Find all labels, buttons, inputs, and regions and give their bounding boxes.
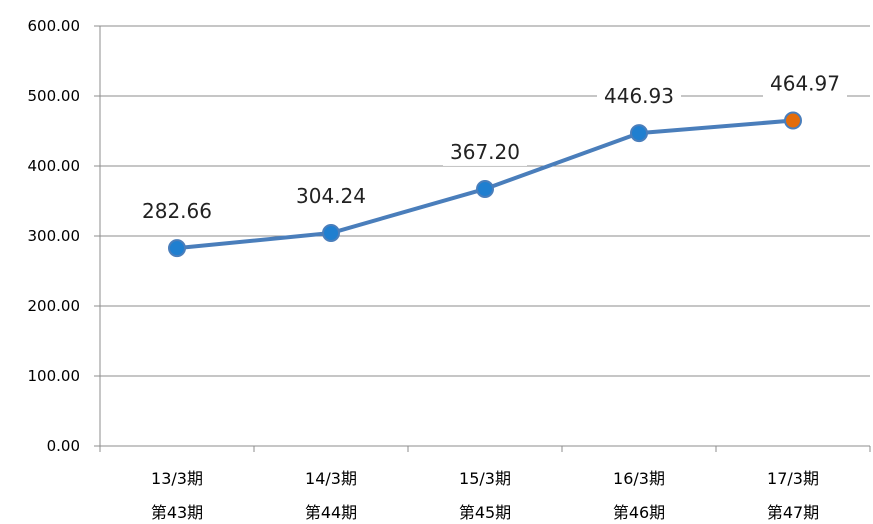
data-labels: 282.66 304.24 367.20 446.93 464.97 (135, 71, 847, 226)
x-tick-label: 第45期 (459, 503, 511, 522)
x-tick-label: 第47期 (767, 503, 819, 522)
data-label: 464.97 (770, 72, 840, 96)
data-label-background (763, 71, 847, 98)
gridlines (100, 25, 870, 377)
data-label: 446.93 (604, 84, 674, 108)
x-tick-label: 第43期 (151, 503, 203, 522)
x-tick-label: 第46期 (613, 503, 665, 522)
y-tick-label: 600.00 (28, 17, 81, 35)
series-line (168, 111, 802, 258)
x-tick-label: 16/3期 (613, 469, 665, 488)
data-label-background (443, 139, 527, 166)
data-point (322, 224, 340, 243)
data-label: 304.24 (296, 184, 366, 208)
axes (94, 25, 871, 452)
y-tick-label: 0.00 (47, 437, 80, 455)
y-axis-tick-labels: 0.00 100.00 200.00 300.00 400.00 500.00 600.00 (28, 17, 81, 455)
data-label-background (135, 199, 219, 226)
y-tick-label: 200.00 (28, 297, 81, 315)
y-tick-label: 100.00 (28, 367, 81, 385)
y-tick-label: 500.00 (28, 87, 81, 105)
x-tick-label: 14/3期 (305, 469, 357, 488)
data-label-background (597, 84, 681, 111)
x-tick-label: 13/3期 (151, 469, 203, 488)
y-tick-label: 300.00 (28, 227, 81, 245)
data-label: 282.66 (142, 199, 212, 223)
data-point (476, 179, 494, 198)
data-label: 367.20 (450, 140, 520, 164)
y-tick-label: 400.00 (28, 157, 81, 175)
x-tick-label: 15/3期 (459, 469, 511, 488)
data-point-highlight (784, 111, 802, 130)
x-tick-label: 第44期 (305, 503, 357, 522)
x-tick-label: 17/3期 (767, 469, 819, 488)
data-point (168, 239, 186, 258)
data-point (630, 124, 648, 143)
data-label-background (289, 184, 373, 211)
